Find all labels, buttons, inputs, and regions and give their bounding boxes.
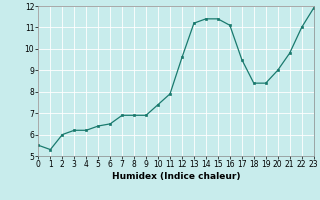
X-axis label: Humidex (Indice chaleur): Humidex (Indice chaleur) [112, 172, 240, 181]
